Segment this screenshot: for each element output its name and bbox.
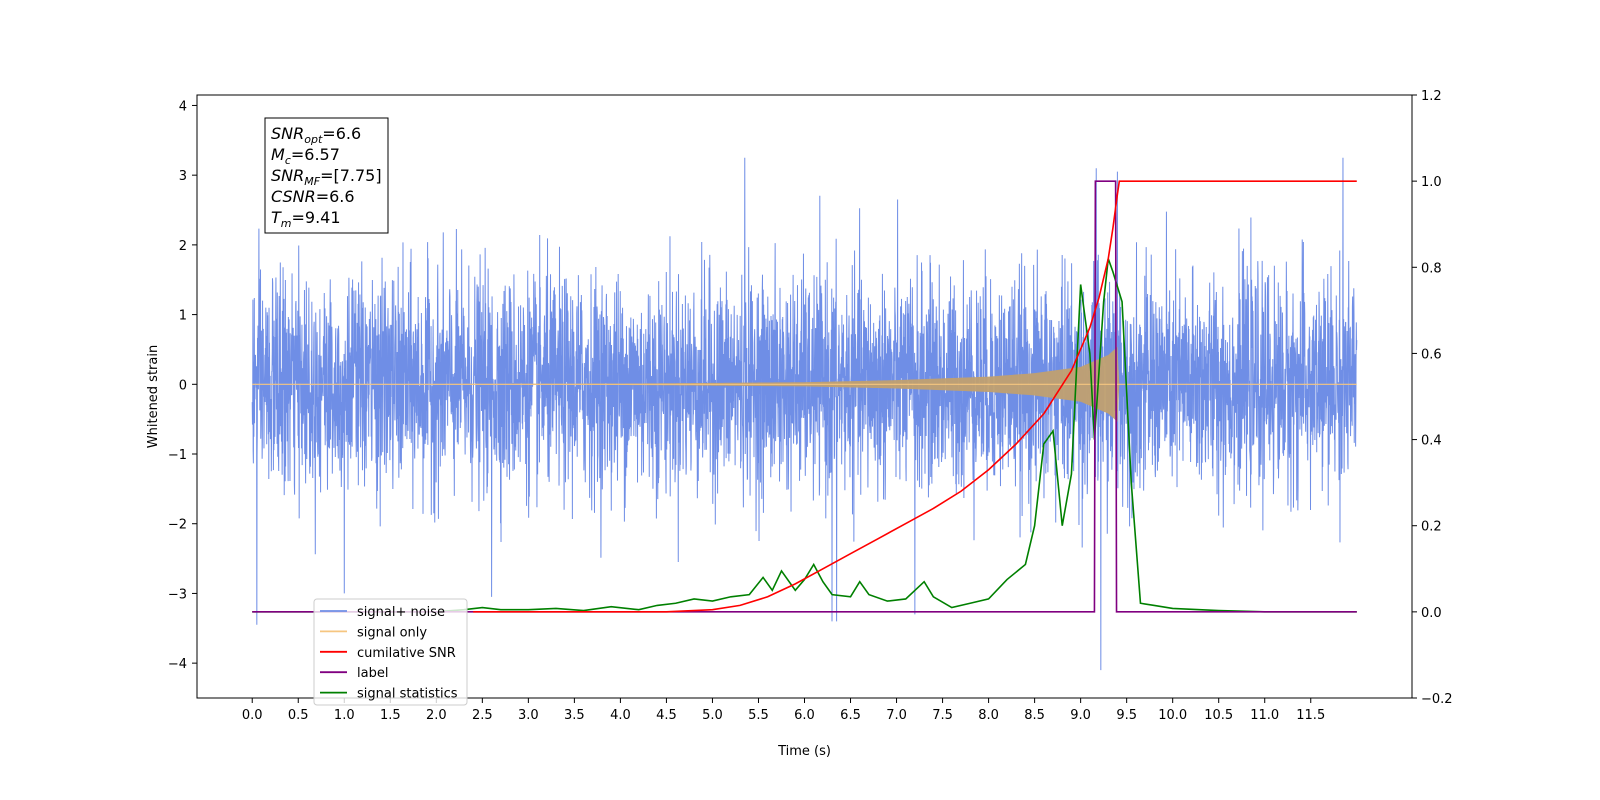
info-box-line: CSNR=6.6	[271, 187, 355, 206]
info-box-line: SNRopt=6.6	[271, 124, 361, 146]
y-left-tick-label: −3	[168, 587, 187, 602]
x-tick-label: 3.5	[564, 708, 585, 723]
y-right-tick-label: −0.2	[1421, 692, 1453, 707]
x-tick-label: 0.0	[242, 708, 263, 723]
y-left-tick-label: 0	[179, 378, 187, 393]
legend-label: signal statistics	[357, 687, 458, 702]
x-tick-label: 3.0	[518, 708, 539, 723]
x-tick-label: 9.0	[1070, 708, 1091, 723]
info-box-line: Mc=6.57	[271, 145, 340, 167]
legend: signal+ noise signal only cumilative SNR la…	[313, 598, 468, 706]
info-box-line: SNRMF=[7.75]	[271, 166, 382, 188]
y-left-tick-label: −2	[168, 518, 187, 533]
x-tick-label: 6.5	[840, 708, 861, 723]
y-axis-right: 1.2 1.0 0.8 0.6 0.4 0.2 0.0 −0.2	[1412, 89, 1453, 707]
y-axis-left: 4 3 2 1 0 −1 −2 −3 −4	[168, 99, 197, 672]
y-left-tick-label: 3	[179, 169, 187, 184]
x-axis-label: Time (s)	[777, 744, 831, 759]
legend-label: cumilative SNR	[357, 646, 456, 661]
series-line-signal-plus-noise	[251, 157, 1358, 671]
x-tick-label: 1.0	[334, 708, 355, 723]
x-tick-label: 0.5	[288, 708, 309, 723]
x-tick-label: 2.0	[426, 708, 447, 723]
x-tick-label: 11.0	[1250, 708, 1279, 723]
x-tick-label: 11.5	[1296, 708, 1325, 723]
series-line-cumilative-snr	[473, 180, 1357, 613]
x-tick-label: 5.5	[748, 708, 769, 723]
y-left-tick-label: 2	[179, 239, 187, 254]
x-tick-label: 9.5	[1116, 708, 1137, 723]
y-right-tick-label: 0.2	[1421, 520, 1442, 535]
x-tick-label: 8.0	[978, 708, 999, 723]
y-right-tick-label: 1.0	[1421, 175, 1442, 190]
x-tick-label: 2.5	[472, 708, 493, 723]
legend-frame	[313, 598, 468, 706]
x-tick-label: 7.5	[932, 708, 953, 723]
x-tick-label: 6.0	[794, 708, 815, 723]
plot-data-layer	[251, 157, 1358, 671]
x-tick-label: 5.0	[702, 708, 723, 723]
series-line-label	[252, 180, 1357, 613]
info-box-line: Tm=9.41	[271, 208, 341, 230]
y-right-tick-label: 0.6	[1421, 347, 1442, 362]
y-right-tick-label: 0.0	[1421, 606, 1442, 621]
x-tick-label: 8.5	[1024, 708, 1045, 723]
x-axis: 0.0 0.5 1.0 1.5 2.0 2.5 3.0 3.5 4.0 4.5 5.0 5.5 6.0 6…	[242, 698, 1325, 723]
y-left-tick-label: 4	[179, 99, 187, 114]
y-right-tick-label: 1.2	[1421, 89, 1442, 104]
x-tick-label: 1.5	[380, 708, 401, 723]
x-tick-label: 4.5	[656, 708, 677, 723]
y-left-tick-label: −4	[168, 657, 187, 672]
legend-label: label	[357, 666, 388, 681]
x-tick-label: 10.5	[1204, 708, 1233, 723]
legend-label: signal+ noise	[357, 605, 445, 620]
legend-label: signal only	[357, 625, 427, 640]
x-tick-label: 4.0	[610, 708, 631, 723]
y-right-tick-label: 0.4	[1421, 434, 1442, 449]
y-left-tick-label: −1	[168, 448, 187, 463]
y-left-tick-label: 1	[179, 309, 187, 324]
y-right-tick-label: 0.8	[1421, 261, 1442, 276]
x-tick-label: 10.0	[1158, 708, 1187, 723]
y-axis-label-left: Whitened strain	[146, 345, 161, 448]
x-tick-label: 7.0	[886, 708, 907, 723]
info-box-frame	[264, 117, 389, 234]
